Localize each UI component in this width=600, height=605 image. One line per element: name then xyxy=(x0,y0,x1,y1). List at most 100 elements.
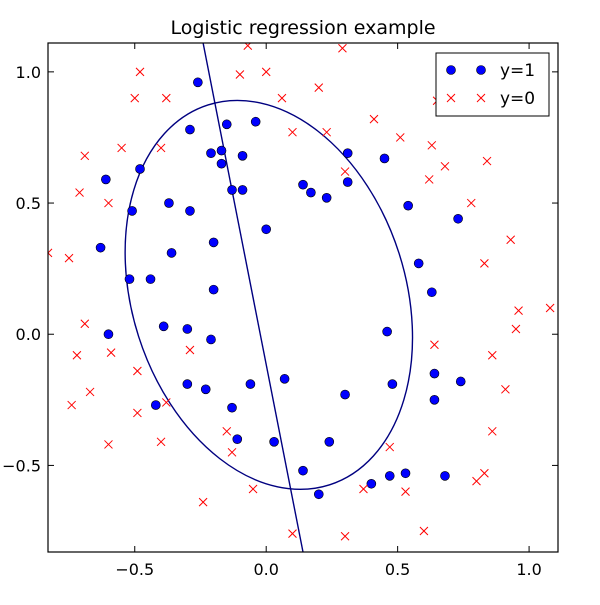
point-y0 xyxy=(482,156,492,166)
point-y0 xyxy=(130,93,140,103)
point-y0 xyxy=(227,447,237,457)
point-y0 xyxy=(72,350,82,360)
point-y1 xyxy=(455,376,466,387)
point-y1 xyxy=(95,242,106,253)
point-y0 xyxy=(185,345,195,355)
point-y0 xyxy=(117,143,126,153)
point-y0 xyxy=(222,426,232,436)
point-y1 xyxy=(340,389,350,400)
point-y0 xyxy=(487,426,497,436)
point-y1 xyxy=(216,158,227,169)
point-y1 xyxy=(135,164,145,174)
point-y0 xyxy=(235,70,245,79)
point-y1 xyxy=(384,471,395,481)
axis-ticks: −0.5 0.0 0.5 1.0 −0.5 0.0 0.5 1.0 xyxy=(2,43,558,579)
point-y0 xyxy=(466,198,476,208)
point-y1 xyxy=(366,478,377,489)
y-tick-label: −0.5 xyxy=(2,456,41,475)
point-y1 xyxy=(150,400,161,410)
point-y0 xyxy=(104,198,113,208)
point-y0 xyxy=(401,487,410,497)
point-y1 xyxy=(200,384,211,395)
decision-boundary xyxy=(124,43,414,552)
point-y0 xyxy=(198,497,208,507)
point-y1 xyxy=(206,334,216,345)
legend-box xyxy=(435,52,550,117)
point-y0 xyxy=(80,319,90,329)
point-y0 xyxy=(340,531,350,541)
point-y1 xyxy=(103,329,114,340)
chart-title: Logistic regression example xyxy=(170,17,435,39)
x-tick-label: 1.0 xyxy=(516,560,541,579)
point-y0 xyxy=(135,67,145,77)
point-y1 xyxy=(403,200,413,211)
point-y1 xyxy=(342,177,353,187)
point-y1 xyxy=(127,206,137,216)
point-y0 xyxy=(338,43,347,53)
point-y0 xyxy=(133,366,142,376)
x-tick-label: 0.0 xyxy=(253,560,278,579)
point-y1 xyxy=(250,116,261,127)
point-y0 xyxy=(511,324,521,334)
point-y0 xyxy=(369,114,379,124)
point-y1 xyxy=(216,145,227,156)
point-y1 xyxy=(279,374,290,384)
point-y1 xyxy=(182,324,193,334)
point-y1 xyxy=(208,284,219,295)
point-y0 xyxy=(424,175,434,184)
point-y1 xyxy=(379,153,390,164)
boundary-ellipse xyxy=(124,99,414,491)
point-y0 xyxy=(75,188,84,197)
point-y1 xyxy=(221,119,232,130)
point-y0 xyxy=(430,340,439,350)
point-y0 xyxy=(248,484,258,494)
point-y0 xyxy=(314,83,324,92)
point-y0 xyxy=(440,161,450,171)
point-y1 xyxy=(324,437,335,447)
point-y0 xyxy=(67,400,77,410)
point-y1 xyxy=(413,258,424,269)
point-y0 xyxy=(385,442,395,452)
point-y0 xyxy=(80,151,90,161)
point-y1 xyxy=(342,148,353,158)
point-y1 xyxy=(206,148,216,158)
y-tick-label: 1.0 xyxy=(16,63,41,82)
point-y1 xyxy=(158,321,169,332)
point-y0 xyxy=(133,408,142,418)
point-y0 xyxy=(288,529,297,538)
legend-marker-y1 xyxy=(446,65,456,75)
point-y1 xyxy=(145,274,156,284)
point-y1 xyxy=(208,237,219,248)
point-y1 xyxy=(427,287,437,298)
point-y0 xyxy=(261,67,271,77)
point-y0 xyxy=(487,350,497,360)
point-y0 xyxy=(359,484,368,494)
point-y1 xyxy=(313,489,324,500)
point-y1 xyxy=(429,395,440,405)
point-y0 xyxy=(514,306,523,315)
point-y1 xyxy=(453,213,463,224)
x-tick-label: 0.5 xyxy=(385,560,410,579)
y-tick-label: 0.5 xyxy=(16,194,41,213)
point-y1 xyxy=(400,468,411,479)
point-y0 xyxy=(161,398,171,407)
point-y1 xyxy=(185,206,195,216)
legend-label-y1: y=1 xyxy=(500,61,535,81)
point-y0 xyxy=(322,127,332,137)
point-y0 xyxy=(506,235,516,245)
point-y0 xyxy=(64,253,74,263)
point-y0 xyxy=(480,468,489,478)
legend-marker-y0 xyxy=(446,93,486,103)
point-y0 xyxy=(156,437,166,447)
point-y0 xyxy=(106,348,116,357)
point-y0 xyxy=(480,259,489,268)
point-y0 xyxy=(156,143,166,153)
point-y0 xyxy=(545,303,555,313)
point-y1 xyxy=(124,274,135,284)
point-y0 xyxy=(85,387,95,397)
point-y1 xyxy=(164,198,174,208)
point-y1 xyxy=(227,402,237,413)
point-y1 xyxy=(245,379,256,389)
point-y1 xyxy=(237,185,248,195)
point-y0 xyxy=(501,384,510,394)
